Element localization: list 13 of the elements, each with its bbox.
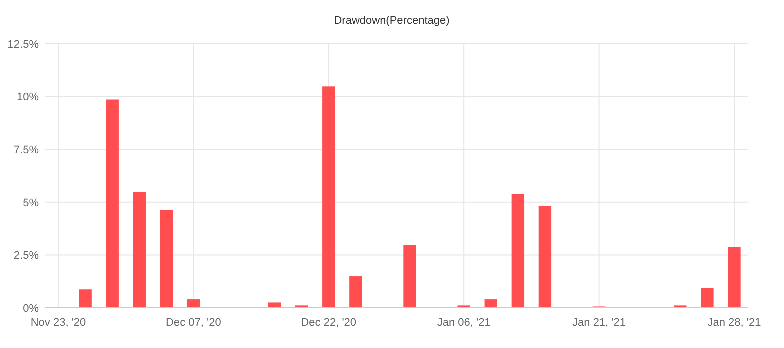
y-tick-label: 5%	[23, 197, 40, 210]
x-tick-label: Nov 23, '20	[30, 317, 86, 329]
y-tick-label: 2.5%	[14, 250, 40, 262]
y-tick-label: 12.5%	[8, 38, 40, 51]
x-tick-label: Dec 07, '20	[166, 317, 222, 329]
x-tick-label: Dec 22, '20	[301, 317, 357, 329]
chart-title: Drawdown(Percentage)	[334, 15, 450, 27]
x-tick-label: Jan 06, '21	[437, 317, 491, 329]
y-tick-label: 0%	[23, 302, 40, 315]
x-tick-label: Jan 28, '21	[708, 317, 762, 329]
y-tick-label: 10%	[16, 92, 40, 104]
x-tick-label: Jan 21, '21	[572, 317, 626, 329]
y-tick-label: 7.5%	[14, 144, 40, 156]
